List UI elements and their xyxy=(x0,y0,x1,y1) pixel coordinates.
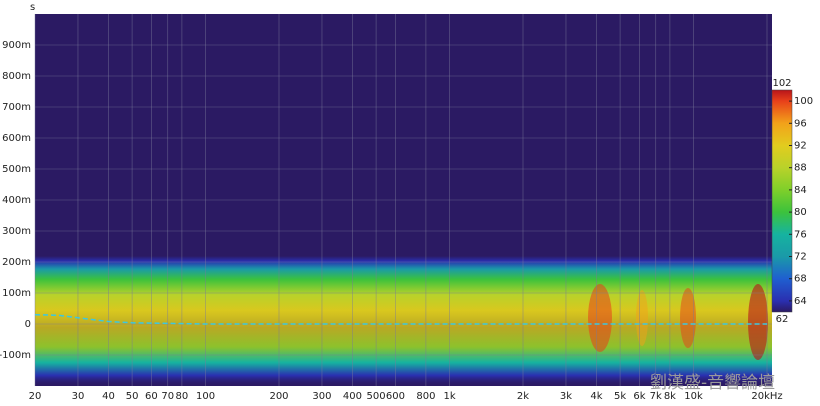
hot-spot xyxy=(588,284,612,352)
x-tick-label: 50 xyxy=(126,391,139,402)
x-tick-label: 400 xyxy=(343,391,362,402)
colorbar-tick-label: 96 xyxy=(794,118,807,129)
x-tick-label: 200 xyxy=(269,391,288,402)
y-tick-label: 100m xyxy=(2,288,31,299)
colorbar xyxy=(771,89,793,313)
colorbar-tick-label: 80 xyxy=(794,207,807,218)
x-tick-label: 100 xyxy=(196,391,215,402)
x-tick-label: 60 xyxy=(145,391,158,402)
x-tick-label: 10k xyxy=(684,391,703,402)
y-tick-label: 800m xyxy=(2,71,31,82)
colorbar-tick-label: 84 xyxy=(794,185,807,196)
y-unit: s xyxy=(30,2,35,13)
x-tick-label: 6k xyxy=(633,391,645,402)
y-tick-label: 900m xyxy=(2,40,31,51)
colorbar-min-label: 62 xyxy=(776,314,789,325)
colorbar-tick-label: 100 xyxy=(794,96,813,107)
y-tick-label: 400m xyxy=(2,195,31,206)
colorbar-tick-label: 68 xyxy=(794,274,807,285)
x-tick-label: 20kHz xyxy=(751,391,782,402)
y-tick-label: 200m xyxy=(2,257,31,268)
hot-spot xyxy=(680,288,696,348)
energy-band xyxy=(35,256,772,386)
x-tick-label: 8k xyxy=(664,391,676,402)
x-tick-label: 40 xyxy=(102,391,115,402)
x-tick-label: 800 xyxy=(416,391,435,402)
watermark: 劉漢盛-音響論壇 xyxy=(650,373,775,393)
colorbar-tick-label: 76 xyxy=(794,229,807,240)
x-tick-label: 70 xyxy=(161,391,174,402)
delay-line xyxy=(34,313,767,325)
x-tick-label: 7k xyxy=(650,391,662,402)
x-tick-label: 600 xyxy=(386,391,405,402)
hot-spot xyxy=(636,290,648,346)
colorbar-tick-label: 92 xyxy=(794,141,807,152)
heatmap xyxy=(35,256,772,386)
y-tick-label: 300m xyxy=(2,226,31,237)
y-tick-label: 500m xyxy=(2,164,31,175)
x-tick-label: 500 xyxy=(367,391,386,402)
x-tick-label: 3k xyxy=(560,391,572,402)
y-tick-label: 700m xyxy=(2,102,31,113)
colorbar-tick-label: 64 xyxy=(794,296,807,307)
y-tick-label: 0 xyxy=(25,319,31,330)
colorbar-max-label: 102 xyxy=(772,78,791,89)
x-tick-label: 300 xyxy=(312,391,331,402)
x-tick-label: 5k xyxy=(614,391,626,402)
colorbar-tick-label: 72 xyxy=(794,252,807,263)
x-tick-label: 1k xyxy=(443,391,455,402)
x-tick-label: 2k xyxy=(517,391,529,402)
y-tick-label: -100m xyxy=(0,350,31,361)
x-tick-label: 4k xyxy=(590,391,602,402)
x-tick-label: 20 xyxy=(29,391,42,402)
x-tick-label: 30 xyxy=(72,391,85,402)
x-tick-label: 80 xyxy=(176,391,189,402)
colorbar-tick-label: 88 xyxy=(794,163,807,174)
y-tick-label: 600m xyxy=(2,133,31,144)
hot-spot xyxy=(748,284,768,360)
